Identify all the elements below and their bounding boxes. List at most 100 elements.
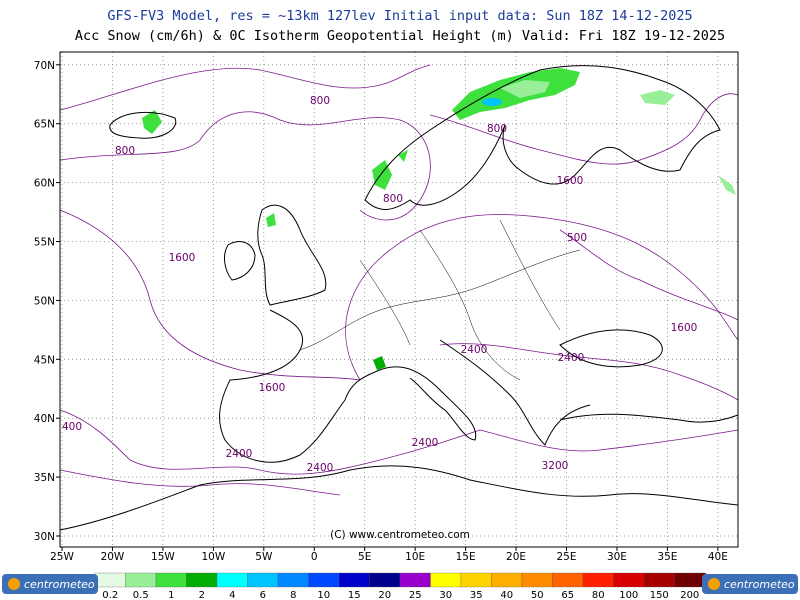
colorbar-label: 2	[199, 590, 205, 600]
colorbar-label: 200	[680, 590, 699, 600]
map-frame	[59, 51, 739, 548]
contour-label: 800	[310, 95, 330, 107]
lon-tick-label: 0	[311, 551, 318, 563]
colorbar-label: 20	[378, 590, 391, 600]
colorbar-label: 10	[317, 590, 330, 600]
snow-patch	[640, 90, 675, 105]
lon-tick-label: 20W	[101, 551, 125, 563]
colorbar-swatch	[582, 572, 614, 588]
colorbar-label: 15	[348, 590, 361, 600]
contour-label: 800	[383, 193, 403, 205]
lat-tick-label: 60N	[34, 178, 55, 190]
contour-label: 2400	[226, 448, 253, 460]
colorbar-swatch	[125, 572, 157, 588]
colorbar-swatch	[552, 572, 584, 588]
watermark: (C) www.centrometeo.com	[330, 529, 470, 541]
colorbar-swatch	[491, 572, 523, 588]
lat-tick-label: 70N	[34, 60, 55, 72]
colorbar-label: 4	[229, 590, 235, 600]
colorbar-swatch	[369, 572, 401, 588]
lat-tick-label: 50N	[34, 295, 55, 307]
lon-tick-label: 15W	[151, 551, 175, 563]
colorbar-swatch	[430, 572, 462, 588]
contour-label: 1600	[169, 252, 196, 264]
colorbar-swatch	[613, 572, 645, 588]
contour-label: 3200	[542, 460, 569, 472]
colorbar-label: 35	[470, 590, 483, 600]
contour-label: 800	[487, 123, 507, 135]
lon-tick-label: 20E	[506, 551, 526, 563]
logo-left-text: centrometeo	[24, 578, 95, 591]
contour-label: 1600	[671, 322, 698, 334]
contour-label: 2400	[307, 462, 334, 474]
contour-label: 500	[567, 232, 587, 244]
colorbar-label: 1	[168, 590, 174, 600]
colorbar-label: 65	[561, 590, 574, 600]
colorbar-swatch	[277, 572, 309, 588]
coastlines	[59, 65, 739, 531]
isotherm-contours	[59, 64, 739, 496]
contour-labels: 800 800 800 800 1600 1600 500 1600 1600 2400 2400 2…	[62, 95, 697, 474]
colorbar-swatch	[643, 572, 675, 588]
colorbar-swatch	[94, 572, 126, 588]
snow-patch	[482, 98, 502, 106]
colorbar-label: 25	[409, 590, 422, 600]
borders	[299, 219, 581, 381]
contour-label: 2400	[461, 344, 488, 356]
header-line1: GFS-FV3 Model, res = ~13km 127lev Initia…	[107, 8, 692, 24]
lat-tick-label: 45N	[34, 354, 55, 366]
lat-tick-label: 35N	[34, 472, 55, 484]
contour-label: 2400	[558, 352, 585, 364]
colorbar-label: 100	[619, 590, 638, 600]
snow-patch	[373, 356, 386, 370]
contour-label: 800	[115, 145, 135, 157]
colorbar-swatch	[399, 572, 431, 588]
colorbar-swatch	[308, 572, 340, 588]
logo-right-text: centrometeo	[724, 578, 795, 591]
lon-tick-label: 40E	[708, 551, 728, 563]
graticule	[56, 52, 738, 551]
contour-label: 1600	[259, 382, 286, 394]
colorbar-label: 8	[290, 590, 296, 600]
lon-tick-label: 35E	[657, 551, 677, 563]
logo-right: centrometeo	[702, 574, 798, 594]
lon-tick-label: 30E	[607, 551, 627, 563]
lon-tick-label: 5W	[255, 551, 273, 563]
snow-patch	[500, 80, 550, 98]
colorbar-swatch	[338, 572, 370, 588]
lon-tick-label: 5E	[358, 551, 371, 563]
colorbar-swatch	[521, 572, 553, 588]
colorbar-label: 0.2	[102, 590, 118, 600]
colorbar-swatch	[247, 572, 279, 588]
contour-label: 400	[62, 421, 82, 433]
lon-tick-label: 10E	[405, 551, 425, 563]
lat-tick-label: 55N	[34, 237, 55, 249]
colorbar-swatch	[674, 572, 706, 588]
snow-patch	[372, 160, 392, 190]
colorbar-label: 80	[592, 590, 605, 600]
colorbar-swatch	[460, 572, 492, 588]
colorbar-label: 30	[439, 590, 452, 600]
colorbar-label: 0.5	[133, 590, 149, 600]
contour-label: 2400	[412, 437, 439, 449]
snow-patch	[398, 150, 408, 162]
colorbar-label: 50	[531, 590, 544, 600]
lon-tick-label: 15E	[456, 551, 476, 563]
colorbar-swatch	[216, 572, 248, 588]
snow-patch	[142, 110, 162, 134]
colorbar-swatch	[186, 572, 218, 588]
colorbar-swatch	[155, 572, 187, 588]
lat-tick-label: 65N	[34, 119, 55, 131]
lon-tick-label: 25W	[50, 551, 74, 563]
snow-areas	[142, 68, 736, 370]
lat-tick-label: 40N	[34, 413, 55, 425]
snow-patch	[266, 213, 276, 227]
logo-left: centrometeo	[2, 574, 98, 594]
lon-tick-label: 10W	[201, 551, 225, 563]
colorbar: 0.2 0.5 1 2 4 6 8 10 15 20 25 30 35 40 50 65 80 100 150 200	[94, 572, 717, 600]
colorbar-label: 150	[650, 590, 669, 600]
colorbar-label: 6	[260, 590, 266, 600]
header-line2: Acc Snow (cm/6h) & 0C Isotherm Geopotent…	[75, 28, 725, 44]
